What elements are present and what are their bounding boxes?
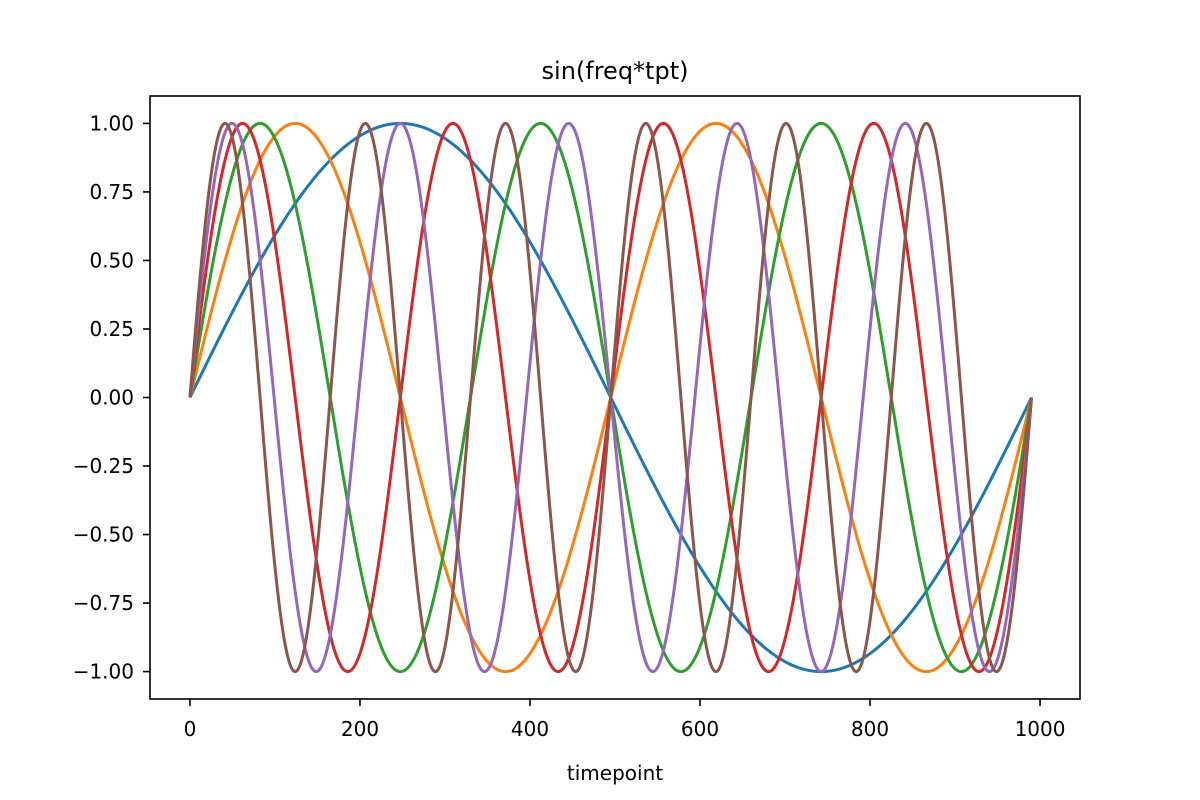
x-tick-label: 800	[851, 717, 889, 741]
x-tick-label: 400	[511, 717, 549, 741]
y-tick-label: −0.25	[73, 454, 134, 478]
y-tick-label: −1.00	[73, 660, 134, 684]
series-line-6	[188, 121, 1034, 674]
y-tick-label: 0.50	[89, 248, 134, 272]
x-tick-label: 1000	[1015, 717, 1066, 741]
x-axis-label: timepoint	[567, 761, 663, 785]
y-axis-ticks: 1.00 0.75 0.50 0.25 0.00 −0.25 −0.50 −0.75 −1.00	[73, 111, 150, 684]
x-tick-label: 0	[184, 717, 197, 741]
y-tick-label: 0.00	[89, 386, 134, 410]
y-tick-label: 0.25	[89, 317, 134, 341]
chart-title: sin(freq*tpt)	[542, 57, 689, 85]
x-axis-ticks: 0 200 400 600 800 1000	[184, 699, 1066, 741]
series-lines	[188, 121, 1034, 674]
x-tick-label: 200	[341, 717, 379, 741]
y-tick-label: −0.50	[73, 523, 134, 547]
x-tick-label: 600	[681, 717, 719, 741]
y-tick-label: −0.75	[73, 591, 134, 615]
plot-area-frame	[149, 95, 1081, 700]
y-tick-label: 1.00	[89, 111, 134, 135]
y-tick-label: 0.75	[89, 180, 134, 204]
